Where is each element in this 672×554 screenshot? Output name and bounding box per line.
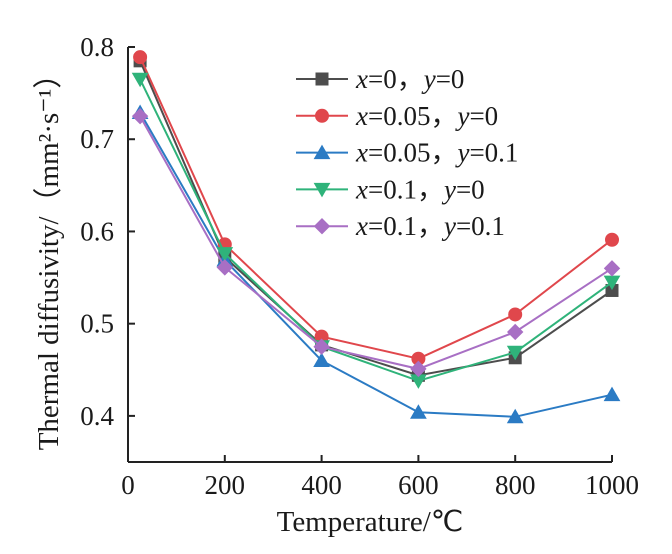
y-tick-label: 0.6 [80, 216, 114, 246]
data-point [410, 404, 427, 419]
data-point [131, 107, 149, 125]
x-tick-label: 0 [121, 470, 135, 500]
data-point [603, 260, 621, 277]
legend-label-part: =0.1， [368, 174, 444, 204]
x-tick-label: 200 [205, 470, 246, 500]
x-tick-label: 1000 [585, 470, 639, 500]
legend-swatch-marker [313, 144, 331, 160]
series-line [139, 112, 613, 418]
data-point [216, 247, 234, 262]
data-point [131, 72, 149, 88]
x-tick-label: 800 [495, 470, 536, 500]
data-point [216, 259, 234, 276]
y-tick-label: 0.4 [80, 401, 114, 431]
x-tick-label: 600 [398, 470, 439, 500]
legend-label-part: =0.05， [368, 138, 457, 168]
y-tick-label: 0.7 [80, 124, 114, 154]
legend-item: x=0.05，y=0.1 [296, 138, 518, 168]
data-point [508, 307, 523, 322]
data-point [506, 408, 524, 424]
legend-label: x=0，y=0 [355, 64, 464, 94]
data-point [506, 323, 524, 341]
data-point [133, 50, 148, 65]
data-point [605, 232, 619, 247]
legend-swatch-marker [315, 72, 329, 86]
legend-label-part: y [441, 174, 456, 204]
y-ticks: 0.4 0.5 0.6 0.7 0.8 [80, 32, 135, 431]
legend-label-part: y [454, 101, 469, 131]
legend-label-part: x [355, 64, 368, 94]
legend-label-part: =0 [469, 101, 498, 131]
x-ticks: 0 200 400 600 800 1000 [121, 455, 639, 500]
plot-area: 0 200 400 600 800 1000 0.4 0.5 0.6 0.7 0.8 [80, 32, 639, 500]
legend-item: x=0.1，y=0.1 [296, 211, 505, 241]
legend-label-part: =0， [368, 64, 424, 94]
x-axis-title: Temperature/℃ [277, 506, 464, 538]
series-line [139, 56, 613, 360]
legend: x=0，y=0x=0.05，y=0x=0.05，y=0.1x=0.1，y=0x=… [296, 64, 518, 241]
legend-label-part: y [421, 64, 436, 94]
data-point [410, 360, 427, 378]
legend-label: x=0.1，y=0.1 [355, 211, 505, 241]
y-tick-label: 0.5 [80, 309, 114, 339]
legend-item: x=0，y=0 [296, 64, 464, 94]
legend-label: x=0.05，y=0.1 [355, 138, 518, 168]
y-axis-title: Thermal diffusivity/（mm²·s⁻¹） [33, 60, 65, 451]
series-line [139, 78, 613, 382]
y-tick-label: 0.8 [80, 32, 114, 62]
legend-label-part: =0 [456, 174, 485, 204]
legend-label-part: =0.05， [368, 101, 457, 131]
series-5 [131, 107, 621, 378]
x-tick-label: 400 [301, 470, 342, 500]
legend-label-part: x [355, 174, 368, 204]
legend-label-part: =0.1 [469, 138, 518, 168]
legend-label-part: =0.1 [456, 211, 505, 241]
legend-label-part: y [454, 138, 469, 168]
legend-swatch-marker [315, 108, 329, 123]
legend-item: x=0.05，y=0 [296, 101, 498, 131]
legend-swatch-marker [313, 182, 331, 198]
legend-swatch-marker [313, 217, 331, 235]
legend-label-part: x [355, 101, 368, 131]
legend-label-part: x [355, 138, 368, 168]
legend-label-part: y [441, 211, 456, 241]
data-point [313, 338, 330, 355]
data-point [603, 386, 621, 402]
data-point [313, 352, 330, 368]
series-line [139, 115, 613, 370]
series-2 [133, 50, 619, 366]
legend-label-part: =0.1， [368, 211, 444, 241]
legend-label-part: x [355, 211, 368, 241]
legend-item: x=0.1，y=0 [296, 174, 485, 204]
legend-label: x=0.1，y=0 [355, 174, 485, 204]
legend-label-part: =0 [436, 64, 465, 94]
legend-label: x=0.05，y=0 [355, 101, 498, 131]
series-layer [131, 50, 621, 424]
data-point [506, 345, 524, 361]
